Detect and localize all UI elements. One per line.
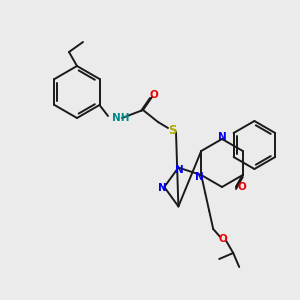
Text: N: N — [195, 172, 204, 182]
Text: S: S — [168, 124, 176, 136]
Text: O: O — [238, 182, 246, 192]
Text: O: O — [150, 90, 158, 100]
Text: N: N — [175, 165, 184, 175]
Text: O: O — [219, 234, 228, 244]
Text: N: N — [218, 132, 226, 142]
Text: NH: NH — [112, 113, 130, 123]
Text: N: N — [158, 183, 167, 193]
